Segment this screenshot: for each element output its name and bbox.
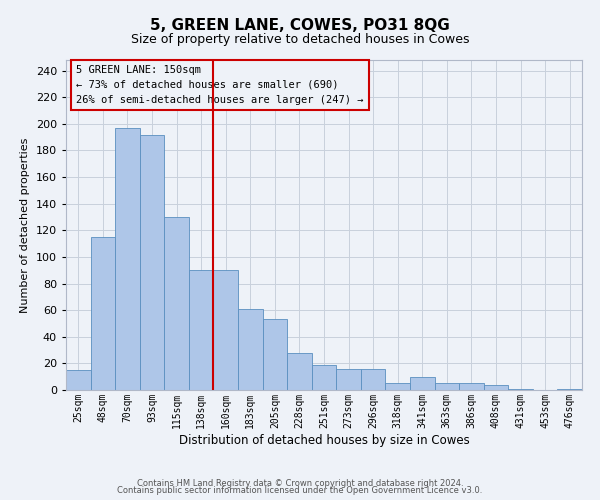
Y-axis label: Number of detached properties: Number of detached properties <box>20 138 30 312</box>
Text: 5 GREEN LANE: 150sqm
← 73% of detached houses are smaller (690)
26% of semi-deta: 5 GREEN LANE: 150sqm ← 73% of detached h… <box>76 65 364 104</box>
Bar <box>557 388 582 390</box>
Bar <box>336 368 361 390</box>
Bar <box>263 320 287 390</box>
Text: Size of property relative to detached houses in Cowes: Size of property relative to detached ho… <box>131 32 469 46</box>
Bar <box>287 352 312 390</box>
Bar <box>312 364 336 390</box>
Bar <box>164 217 189 390</box>
Bar <box>214 270 238 390</box>
Bar <box>434 384 459 390</box>
Bar <box>410 376 434 390</box>
Bar <box>484 384 508 390</box>
Bar <box>459 384 484 390</box>
X-axis label: Distribution of detached houses by size in Cowes: Distribution of detached houses by size … <box>179 434 469 446</box>
Bar <box>91 237 115 390</box>
Bar <box>361 368 385 390</box>
Bar <box>140 134 164 390</box>
Bar <box>115 128 140 390</box>
Text: 5, GREEN LANE, COWES, PO31 8QG: 5, GREEN LANE, COWES, PO31 8QG <box>150 18 450 32</box>
Bar <box>238 309 263 390</box>
Text: Contains public sector information licensed under the Open Government Licence v3: Contains public sector information licen… <box>118 486 482 495</box>
Bar <box>189 270 214 390</box>
Text: Contains HM Land Registry data © Crown copyright and database right 2024.: Contains HM Land Registry data © Crown c… <box>137 478 463 488</box>
Bar <box>508 388 533 390</box>
Bar <box>66 370 91 390</box>
Bar <box>385 384 410 390</box>
